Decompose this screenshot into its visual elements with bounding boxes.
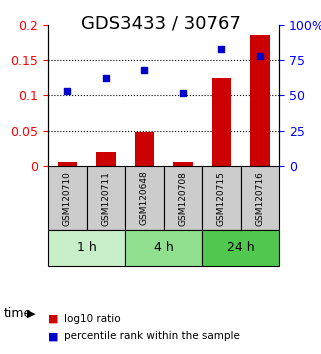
Bar bbox=[135, 132, 154, 166]
Text: GSM120708: GSM120708 bbox=[178, 171, 187, 225]
Bar bbox=[96, 152, 116, 166]
FancyBboxPatch shape bbox=[48, 166, 87, 230]
Text: GSM120716: GSM120716 bbox=[256, 171, 265, 225]
Text: time: time bbox=[3, 307, 31, 320]
FancyBboxPatch shape bbox=[164, 166, 202, 230]
Text: 24 h: 24 h bbox=[227, 241, 255, 254]
Point bbox=[65, 88, 70, 94]
Text: percentile rank within the sample: percentile rank within the sample bbox=[64, 331, 240, 341]
FancyBboxPatch shape bbox=[125, 230, 202, 266]
Text: ▶: ▶ bbox=[27, 308, 36, 318]
Text: ■: ■ bbox=[48, 314, 59, 324]
Text: 1 h: 1 h bbox=[77, 241, 97, 254]
FancyBboxPatch shape bbox=[202, 166, 241, 230]
Point bbox=[142, 67, 147, 73]
Point bbox=[103, 76, 108, 81]
FancyBboxPatch shape bbox=[48, 230, 125, 266]
Point bbox=[219, 46, 224, 52]
Text: log10 ratio: log10 ratio bbox=[64, 314, 121, 324]
Text: GSM120715: GSM120715 bbox=[217, 171, 226, 225]
FancyBboxPatch shape bbox=[87, 166, 125, 230]
Text: GSM120648: GSM120648 bbox=[140, 171, 149, 225]
Point bbox=[257, 53, 263, 59]
FancyBboxPatch shape bbox=[202, 230, 279, 266]
Point bbox=[180, 90, 186, 95]
Bar bbox=[173, 162, 193, 166]
Bar bbox=[58, 162, 77, 166]
Bar bbox=[212, 78, 231, 166]
Text: GSM120711: GSM120711 bbox=[101, 171, 110, 225]
Text: ■: ■ bbox=[48, 331, 59, 341]
FancyBboxPatch shape bbox=[125, 166, 164, 230]
Bar bbox=[250, 35, 270, 166]
FancyBboxPatch shape bbox=[241, 166, 279, 230]
Text: 4 h: 4 h bbox=[154, 241, 174, 254]
Text: GDS3433 / 30767: GDS3433 / 30767 bbox=[81, 14, 240, 32]
Text: GSM120710: GSM120710 bbox=[63, 171, 72, 225]
